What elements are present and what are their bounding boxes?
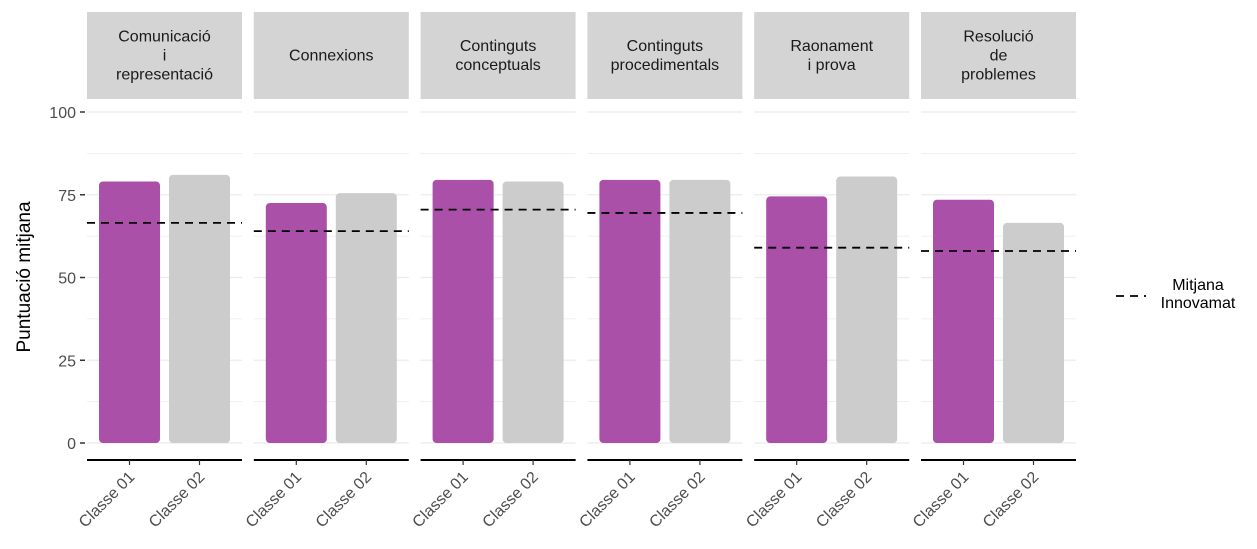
x-tick-label: Classe 01 — [743, 469, 805, 531]
facet-title-line: conceptuals — [455, 57, 540, 74]
facet-strip — [587, 12, 743, 99]
facet-strip — [921, 12, 1076, 99]
facet-strip — [87, 12, 242, 99]
bar-classe-01 — [432, 179, 494, 444]
x-tick-label: Classe 01 — [576, 469, 638, 531]
bar-classe-01 — [766, 196, 828, 443]
facet-title-line: representació — [116, 67, 213, 84]
x-tick-label: Classe 02 — [480, 469, 542, 531]
bar-classe-02 — [669, 179, 731, 444]
facet-title-line: Raonament — [790, 38, 873, 55]
y-tick-label: 25 — [58, 353, 76, 370]
x-tick-label: Classe 02 — [146, 469, 208, 531]
y-tick-label: 75 — [58, 188, 76, 205]
bar-classe-01 — [933, 199, 994, 443]
y-axis-title: Puntuació mitjana — [14, 201, 35, 352]
legend-label: Mitjana — [1172, 277, 1224, 294]
facet-title-line: procedimentals — [611, 57, 720, 74]
facet-strip — [420, 12, 576, 99]
facet-title-line: Continguts — [627, 38, 704, 55]
facet-title-line: i prova — [808, 57, 856, 74]
facet-title-line: Connexions — [289, 48, 374, 65]
bar-classe-01 — [265, 203, 327, 443]
facet-title-line: Continguts — [460, 38, 537, 55]
facet-strip — [754, 12, 910, 99]
facet-strip — [253, 12, 409, 99]
bar-classe-02 — [836, 176, 898, 444]
y-tick-label: 100 — [49, 105, 76, 122]
facet-title-line: i — [163, 48, 167, 65]
bar-classe-02 — [502, 181, 564, 443]
x-tick-label: Classe 01 — [243, 469, 305, 531]
y-tick-label: 50 — [58, 271, 76, 288]
x-tick-label: Classe 01 — [76, 469, 138, 531]
bar-classe-02 — [335, 193, 397, 443]
facet-title-line: Comunicació — [118, 29, 211, 46]
bar-classe-01 — [599, 179, 661, 444]
bar-classe-02 — [1003, 222, 1064, 443]
x-tick-label: Classe 01 — [410, 469, 472, 531]
y-tick-label: 0 — [67, 436, 76, 453]
bar-classe-01 — [99, 181, 160, 443]
bar-classe-02 — [169, 174, 230, 443]
facet-title-line: problemes — [961, 67, 1036, 84]
facet-title-line: de — [990, 48, 1008, 65]
x-tick-label: Classe 02 — [980, 469, 1042, 531]
facet-title-line: Resolució — [963, 29, 1033, 46]
legend-label: Innovamat — [1161, 295, 1236, 312]
x-tick-label: Classe 02 — [646, 469, 708, 531]
x-tick-label: Classe 01 — [910, 469, 972, 531]
x-tick-label: Classe 02 — [813, 469, 875, 531]
x-tick-label: Classe 02 — [313, 469, 375, 531]
